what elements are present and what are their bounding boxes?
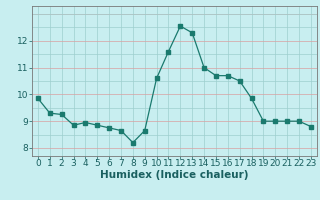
X-axis label: Humidex (Indice chaleur): Humidex (Indice chaleur) bbox=[100, 170, 249, 180]
